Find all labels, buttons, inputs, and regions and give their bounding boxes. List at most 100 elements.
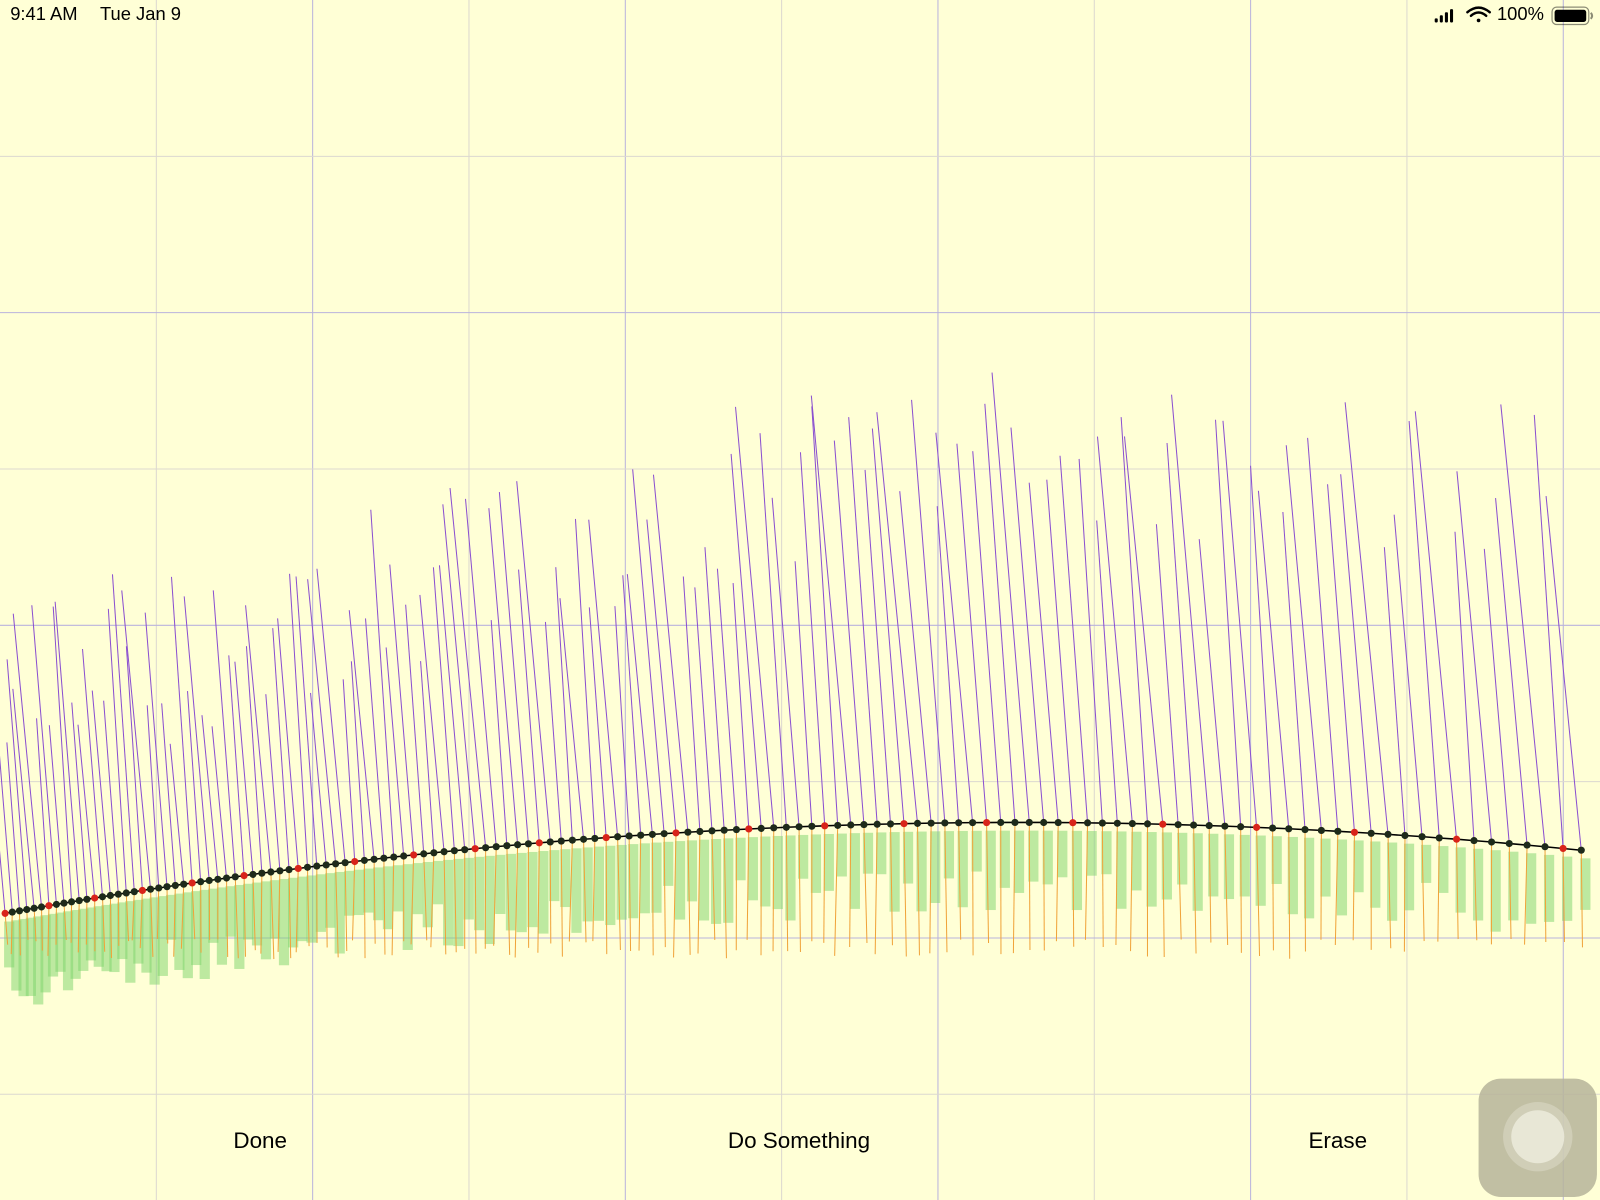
azimuth-line: [54, 601, 80, 901]
pressure-bar: [225, 886, 236, 937]
azimuth-line: [169, 743, 185, 885]
pressure-bar: [315, 874, 326, 932]
pressure-bar: [234, 884, 245, 969]
done-button[interactable]: Done: [233, 1128, 287, 1153]
touch-point: [614, 833, 622, 841]
pressure-bar: [325, 873, 336, 928]
touch-point: [1128, 819, 1136, 828]
touch-point: [1384, 830, 1392, 838]
azimuth-line: [272, 628, 290, 870]
altitude-line: [673, 832, 677, 958]
touch-point: [1221, 822, 1229, 830]
azimuth-line: [245, 646, 263, 874]
azimuth-line: [735, 406, 775, 828]
touch-point: [37, 903, 46, 911]
altitude-line: [1224, 826, 1229, 946]
touch-point: [1505, 839, 1513, 848]
touch-point: [380, 854, 388, 862]
touch-point: [240, 872, 248, 880]
azimuth-line: [385, 647, 405, 857]
pressure-bar: [1455, 847, 1466, 913]
altitude-line: [651, 834, 654, 956]
pressure-bar: [985, 830, 996, 911]
azimuth-line: [622, 575, 642, 836]
battery-icon: [1551, 6, 1594, 26]
altitude-line: [1272, 828, 1274, 951]
azimuth-line: [6, 659, 28, 910]
altitude-line: [638, 835, 642, 951]
azimuth-line: [1123, 436, 1164, 825]
pressure-bar: [243, 883, 254, 940]
touch-points: [1, 818, 1585, 917]
azimuth-line: [48, 725, 65, 904]
pressure-bar: [297, 876, 308, 942]
do-something-button[interactable]: Do Something: [728, 1128, 870, 1153]
pressure-bar: [199, 889, 210, 979]
altitude-line: [772, 827, 775, 952]
touch-point: [370, 855, 378, 863]
azimuth-line: [201, 715, 219, 880]
touch-point: [67, 898, 76, 906]
azimuth-line: [1059, 455, 1089, 823]
azimuth-line: [1046, 479, 1074, 823]
touch-point: [1190, 821, 1198, 829]
azimuth-line: [1285, 445, 1322, 831]
altitude-line: [260, 873, 263, 954]
pressure-bar: [1387, 842, 1398, 921]
touch-point: [1577, 846, 1585, 854]
pressure-bar: [344, 870, 355, 916]
azimuth-line: [307, 579, 337, 864]
touch-point: [1205, 822, 1213, 830]
azimuth-line: [759, 433, 787, 828]
altitude-line: [40, 906, 43, 951]
touch-point: [1, 909, 9, 917]
touch-point: [1174, 821, 1182, 829]
pressure-bar: [605, 845, 616, 926]
azimuth-line: [370, 509, 395, 858]
azimuth-line: [77, 724, 96, 899]
azimuth-line: [704, 547, 725, 831]
touch-point: [1452, 835, 1461, 843]
azimuth-line: [1500, 404, 1546, 847]
pressure-bar: [1472, 848, 1484, 921]
azimuth-line: [187, 691, 202, 882]
azimuth-line: [36, 718, 50, 906]
pressure-bar: [902, 831, 914, 884]
azimuth-line: [228, 655, 245, 876]
azimuth-line: [646, 519, 677, 833]
pressure-bar: [453, 858, 464, 947]
pressure-bar: [735, 837, 746, 881]
erase-button[interactable]: Erase: [1308, 1128, 1367, 1153]
altitude-line: [344, 862, 348, 952]
azimuth-line: [899, 491, 932, 824]
pressure-bar: [876, 832, 887, 875]
altitude-line: [605, 837, 608, 955]
pressure-bar: [278, 878, 290, 966]
pressure-bar: [1028, 830, 1039, 882]
azimuth-line: [694, 587, 713, 831]
azimuth-line: [342, 679, 356, 862]
azimuth-line: [864, 469, 892, 824]
pressure-bar: [1086, 831, 1097, 876]
altitude-line: [1130, 823, 1133, 952]
altitude-line: [363, 860, 366, 959]
touch-point: [155, 884, 163, 892]
touch-point: [492, 843, 500, 851]
azimuth-line: [1340, 474, 1372, 834]
touch-point: [708, 827, 716, 835]
altitude-line: [63, 903, 67, 941]
altitude-line: [663, 833, 666, 948]
touch-point: [514, 841, 522, 849]
touch-point: [138, 886, 146, 895]
altitude-line: [785, 827, 789, 952]
altitude-line: [1101, 823, 1104, 948]
altitude-line: [156, 887, 160, 940]
touch-point: [341, 859, 349, 867]
assistive-touch[interactable]: [1478, 1078, 1597, 1197]
pressure-bar: [1562, 856, 1573, 921]
altitude-line: [723, 830, 727, 959]
azimuth-line: [518, 569, 540, 843]
azimuth-line: [389, 564, 415, 855]
pressure-bar: [1303, 837, 1315, 919]
